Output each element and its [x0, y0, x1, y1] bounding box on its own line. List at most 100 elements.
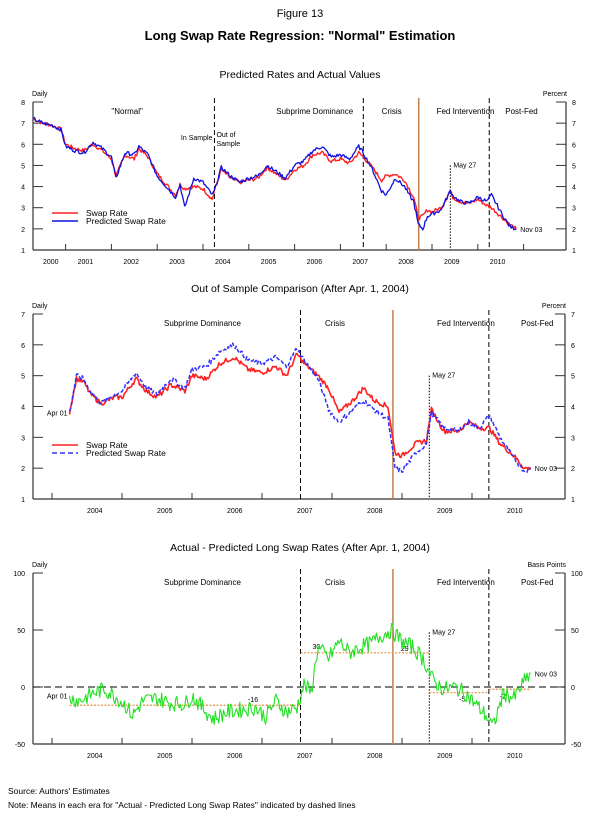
left-unit-label: Daily [32, 303, 48, 310]
x-tick-label: 2005 [157, 508, 173, 515]
x-tick-label: 2007 [297, 508, 313, 515]
y-tick-label-right: 3 [572, 206, 576, 213]
y-tick-label-left: 4 [21, 405, 25, 412]
era-label: "Normal" [111, 107, 143, 116]
era-label: Subprime Dominance [164, 578, 241, 587]
y-tick-label-right: 8 [572, 100, 576, 107]
era-label: Post-Fed [521, 319, 553, 328]
legend-swap-label: Swap Rate [86, 440, 128, 450]
era-label: Subprime Dominance [164, 319, 241, 328]
y-tick-label-right: 1 [572, 248, 576, 255]
mean-label: -16 [248, 697, 258, 704]
y-tick-label-right: 6 [572, 142, 576, 149]
start-date-label: Apr 01 [47, 693, 68, 700]
mean-label: -5 [459, 697, 465, 704]
figure-number: Figure 13 [276, 8, 324, 20]
y-tick-label-right: 2 [572, 227, 576, 234]
mean-label: -2 [500, 693, 506, 700]
left-unit-label: Daily [32, 562, 48, 569]
out-sample-label: Out of [216, 132, 235, 139]
chart-title: Predicted Rates and Actual Values [220, 69, 381, 81]
y-tick-label-right: 50 [571, 628, 579, 635]
y-tick-label-right: 100 [571, 571, 583, 578]
y-tick-label-left: 2 [21, 466, 25, 473]
era-label: Post-Fed [505, 107, 537, 116]
y-tick-label-left: 6 [21, 142, 25, 149]
x-tick-label: 2010 [490, 259, 506, 266]
mean-label: 30 [313, 644, 321, 651]
may27-label: May 27 [432, 629, 455, 636]
x-tick-label: 2009 [437, 753, 453, 760]
x-tick-label: 2008 [398, 259, 414, 266]
y-tick-label-left: 8 [21, 100, 25, 107]
x-tick-label: 2006 [227, 753, 243, 760]
end-date-label: Nov 03 [520, 227, 542, 234]
right-unit-label: Percent [543, 91, 567, 98]
y-tick-label-left: -50 [15, 742, 25, 749]
y-tick-label-right: 2 [571, 466, 575, 473]
era-label: Post-Fed [521, 578, 553, 587]
x-tick-label: 2002 [123, 259, 139, 266]
era-label: Fed Intervention [437, 319, 495, 328]
y-tick-label-right: 1 [571, 497, 575, 504]
chart-2: Out of Sample Comparison (After Apr. 1, … [21, 283, 575, 515]
era-label: Crisis [325, 319, 345, 328]
legend-predicted-label: Predicted Swap Rate [86, 448, 166, 458]
x-tick-label: 2007 [352, 259, 368, 266]
y-tick-label-left: 4 [21, 185, 25, 192]
end-date-label: Nov 03 [535, 671, 557, 678]
y-tick-label-left: 3 [21, 435, 25, 442]
era-label: Fed Intervention [437, 107, 495, 116]
chart-title: Out of Sample Comparison (After Apr. 1, … [191, 283, 409, 295]
y-tick-label-right: 4 [571, 405, 575, 412]
y-tick-label-left: 100 [13, 571, 25, 578]
may27-label: May 27 [453, 162, 476, 169]
x-tick-label: 2007 [297, 753, 313, 760]
x-tick-label: 2001 [78, 259, 94, 266]
y-tick-label-left: 7 [21, 312, 25, 319]
x-tick-label: 2010 [507, 753, 523, 760]
left-unit-label: Daily [32, 91, 48, 98]
y-tick-label-left: 2 [21, 227, 25, 234]
y-tick-label-right: -50 [571, 742, 581, 749]
residual-line [68, 622, 531, 725]
x-tick-label: 2000 [43, 259, 59, 266]
chart-3: Actual - Predicted Long Swap Rates (Afte… [13, 542, 582, 760]
chart-1: Predicted Rates and Actual Values Daily Pe… [21, 69, 576, 266]
y-tick-label-left: 3 [21, 206, 25, 213]
source-note: Source: Authors' Estimates [8, 786, 110, 796]
y-tick-label-right: 3 [571, 435, 575, 442]
era-label: Fed Intervention [437, 578, 495, 587]
figure-title: Long Swap Rate Regression: "Normal" Esti… [144, 28, 456, 43]
x-tick-label: 2005 [157, 753, 173, 760]
right-unit-label: Percent [542, 303, 566, 310]
mean-label: 29 [401, 646, 409, 653]
y-tick-label-right: 5 [571, 374, 575, 381]
legend-swap-label: Swap Rate [86, 208, 128, 218]
y-tick-label-right: 0 [571, 685, 575, 692]
right-unit-label: Basis Points [527, 562, 566, 569]
start-date-label: Apr 01 [47, 411, 68, 418]
y-tick-label-right: 4 [572, 185, 576, 192]
swap-rate-line [68, 352, 532, 471]
y-tick-label-right: 6 [571, 343, 575, 350]
y-tick-label-left: 1 [21, 248, 25, 255]
era-label: Crisis [325, 578, 345, 587]
y-tick-label-left: 0 [21, 685, 25, 692]
chart-title: Actual - Predicted Long Swap Rates (Afte… [170, 542, 430, 554]
x-tick-label: 2004 [215, 259, 231, 266]
x-tick-label: 2005 [261, 259, 277, 266]
y-tick-label-left: 6 [21, 343, 25, 350]
x-tick-label: 2006 [227, 508, 243, 515]
out-sample-label: Sample [216, 141, 240, 148]
x-tick-label: 2008 [367, 508, 383, 515]
x-tick-label: 2010 [507, 508, 523, 515]
x-tick-label: 2004 [87, 508, 103, 515]
predicted-swap-rate-line [68, 342, 532, 474]
legend-predicted-label: Predicted Swap Rate [86, 216, 166, 226]
y-tick-label-left: 1 [21, 497, 25, 504]
era-label: Crisis [382, 107, 402, 116]
predicted-swap-rate-line [33, 117, 517, 231]
footnote: Note: Means in each era for "Actual - Pr… [8, 800, 356, 810]
